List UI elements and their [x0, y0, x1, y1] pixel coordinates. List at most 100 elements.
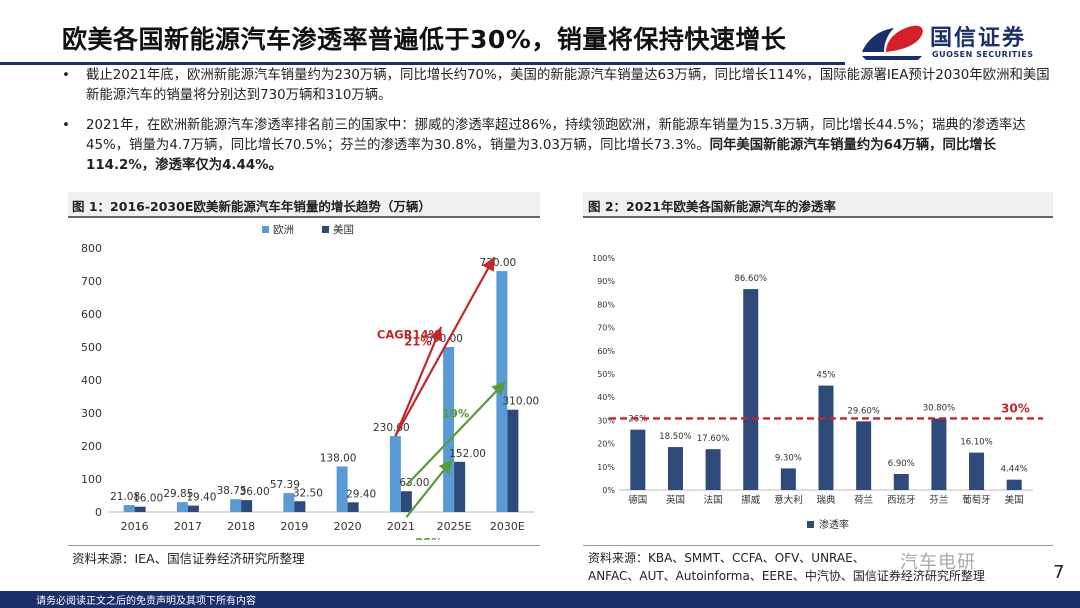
summary-bullets: • 截止2021年底，欧洲新能源汽车销量约为230万辆，同比增长约70%，美国的…: [62, 66, 1062, 186]
chart1-bar-usa: [400, 491, 412, 512]
chart2-x-tick-label: 瑞典: [816, 494, 836, 506]
chart2-x-tick-label: 意大利: [774, 494, 803, 506]
chart2-bar: [1006, 479, 1022, 490]
chart1-data-label: 730.00: [480, 257, 517, 269]
chart2-y-tick-label: 0%: [602, 486, 615, 495]
slide-header: 欧美各国新能源汽车渗透率普遍低于30%，销量将保持快速增长 国信证券 GUOSE…: [0, 0, 1080, 66]
chart1-x-tick-label: 2030E: [490, 520, 525, 533]
bullet-1-text: 截止2021年底，欧洲新能源汽车销量约为230万辆，同比增长约70%，美国的新能…: [86, 68, 1050, 103]
figure2-title: 图 2：2021年欧美各国新能源汽车的渗透率: [588, 199, 836, 214]
chart2-data-label: 17.60%: [697, 434, 729, 444]
chart2-data-label: 18.50%: [659, 432, 691, 442]
chart2-data-label: 6.90%: [888, 459, 915, 469]
chart2-x-tick-label: 挪威: [741, 494, 761, 506]
chart2-y-tick-label: 20%: [597, 440, 615, 449]
chart1-y-tick-label: 800: [81, 242, 102, 255]
chart1-y-tick-label: 600: [81, 308, 102, 321]
chart2-data-label: 86.60%: [735, 274, 767, 284]
chart1-bar-europe: [496, 271, 508, 512]
figure2-title-bar: [583, 192, 1053, 216]
chart2-data-label: 9.30%: [775, 453, 802, 463]
chart2-bar: [856, 421, 872, 490]
chart1-data-label: 29.40: [346, 488, 376, 500]
penetration-rate-chart: 0% 10% 20% 30% 40% 50% 60% 70% 80% 90% 100% 26% 德国 18…: [592, 254, 1043, 531]
chart2-y-tick-label: 30%: [597, 416, 615, 425]
chart1-y-tick-label: 400: [81, 374, 102, 387]
chart2-y-tick-label: 50%: [597, 370, 615, 379]
chart2-y-tick-label: 80%: [597, 300, 615, 309]
figure1-title: 图 1：2016-2030E欧美新能源汽车年销量的增长趋势（万辆）: [72, 199, 431, 214]
chart1-bar-usa: [507, 409, 519, 512]
logo-english-text: GUOSEN SECURITIES: [932, 50, 1034, 59]
chart1-data-label: 38.75: [217, 485, 247, 497]
chart1-data-label: 21.08: [110, 491, 140, 503]
chart1-data-label: 57.39: [270, 479, 300, 491]
chart1-annotation-label: 25%: [415, 536, 443, 540]
chart1-growth-arrow: [394, 326, 443, 437]
figure2-source-line2: ANFAC、AUT、Autoinforma、EERE、中汽协、国信证券经济研究所…: [588, 569, 985, 583]
bullet-2: • 2021年，在欧洲新能源汽车渗透率排名前三的国家中：挪威的渗透率超过86%，…: [62, 116, 1062, 176]
chart1-y-tick-label: 500: [81, 341, 102, 354]
chart2-bar: [969, 452, 985, 490]
figure1-title-bar: [68, 192, 540, 216]
chart1-annotation-label: 19%: [442, 406, 470, 420]
chart1-data-label: 29.85: [163, 488, 193, 500]
chart2-bar: [818, 385, 834, 490]
chart1-annotation-label: 21%: [404, 335, 432, 349]
chart1-bar-europe: [230, 499, 242, 512]
chart1-bar-usa: [241, 500, 253, 512]
bullet-2-text: 2021年，在欧洲新能源汽车渗透率排名前三的国家中：挪威的渗透率超过86%，持续…: [86, 118, 1026, 153]
chart1-bar-europe: [443, 347, 455, 512]
chart1-bar-usa: [347, 502, 359, 512]
chart1-y-tick-label: 0: [95, 506, 102, 519]
bullet-1: • 截止2021年底，欧洲新能源汽车销量约为230万辆，同比增长约70%，美国的…: [62, 66, 1062, 106]
chart1-bar-europe: [176, 502, 188, 512]
logo-chinese-text: 国信证券: [930, 26, 1027, 51]
chart1-data-label: 138.00: [320, 452, 357, 464]
chart1-x-tick-label: 2020: [334, 520, 362, 533]
figure2-source: 资料来源：KBA、SMMT、CCFA、OFV、UNRAE、 ANFAC、AUT、…: [588, 549, 985, 585]
chart1-x-tick-label: 2021: [387, 520, 415, 533]
chart1-x-tick-label: 2016: [121, 520, 149, 533]
chart1-data-label: 32.50: [293, 487, 323, 499]
chart1-bar-usa: [454, 461, 466, 512]
figure1-bottom-rule: [68, 545, 540, 546]
chart1-bar-europe: [389, 436, 401, 512]
chart2-data-label: 26%: [628, 415, 647, 425]
chart2-y-tick-label: 90%: [597, 277, 615, 286]
chart1-data-label: 19.40: [186, 492, 216, 504]
figure1-rule: [68, 216, 540, 218]
chart2-bar: [705, 449, 721, 490]
chart2-legend-swatch: [807, 521, 814, 528]
chart2-reference-label: 30%: [1001, 401, 1030, 415]
page-number: 7: [1053, 562, 1065, 583]
figure2-bottom-rule: [583, 545, 1053, 546]
chart2-data-label: 29.60%: [847, 406, 879, 416]
watermark-text: 汽车电研: [900, 552, 976, 573]
chart2-x-tick-label: 德国: [628, 494, 647, 506]
chart2-x-tick-label: 芬兰: [929, 494, 948, 506]
chart1-data-label: 63.00: [399, 477, 429, 489]
chart1-legend-swatch: [322, 226, 329, 233]
bullet-dot-icon: •: [62, 68, 70, 83]
chart2-bar: [630, 429, 646, 490]
chart2-y-tick-label: 70%: [597, 324, 615, 333]
slide-title: 欧美各国新能源汽车渗透率普遍低于30%，销量将保持快速增长: [62, 25, 787, 54]
chart1-growth-arrow: [405, 380, 507, 486]
chart2-y-tick-label: 60%: [597, 347, 615, 356]
footer-bar: 请务必阅读正文之后的免责声明及其项下所有内容: [0, 591, 1080, 608]
chart1-data-label: 230.00: [373, 422, 410, 434]
chart2-bar: [893, 473, 909, 490]
chart1-bar-usa: [294, 501, 306, 512]
bullet-2-bold-text: 同年美国新能源汽车销量约为64万辆，同比增长114.2%，渗透率仅为4.44%。: [86, 138, 997, 173]
figure1-source: 资料来源：IEA、国信证券经济研究所整理: [72, 551, 305, 566]
chart2-legend-label: 渗透率: [819, 518, 849, 531]
chart2-data-label: 30.80%: [923, 404, 955, 414]
chart2-y-tick-label: 100%: [592, 254, 615, 263]
chart1-growth-arrow: [405, 459, 453, 518]
chart2-y-tick-label: 40%: [597, 393, 615, 402]
chart1-x-tick-label: 2018: [227, 520, 255, 533]
chart2-data-label: 45%: [817, 371, 836, 381]
chart1-legend-label: 欧洲: [273, 224, 294, 236]
chart1-bar-europe: [123, 505, 135, 512]
